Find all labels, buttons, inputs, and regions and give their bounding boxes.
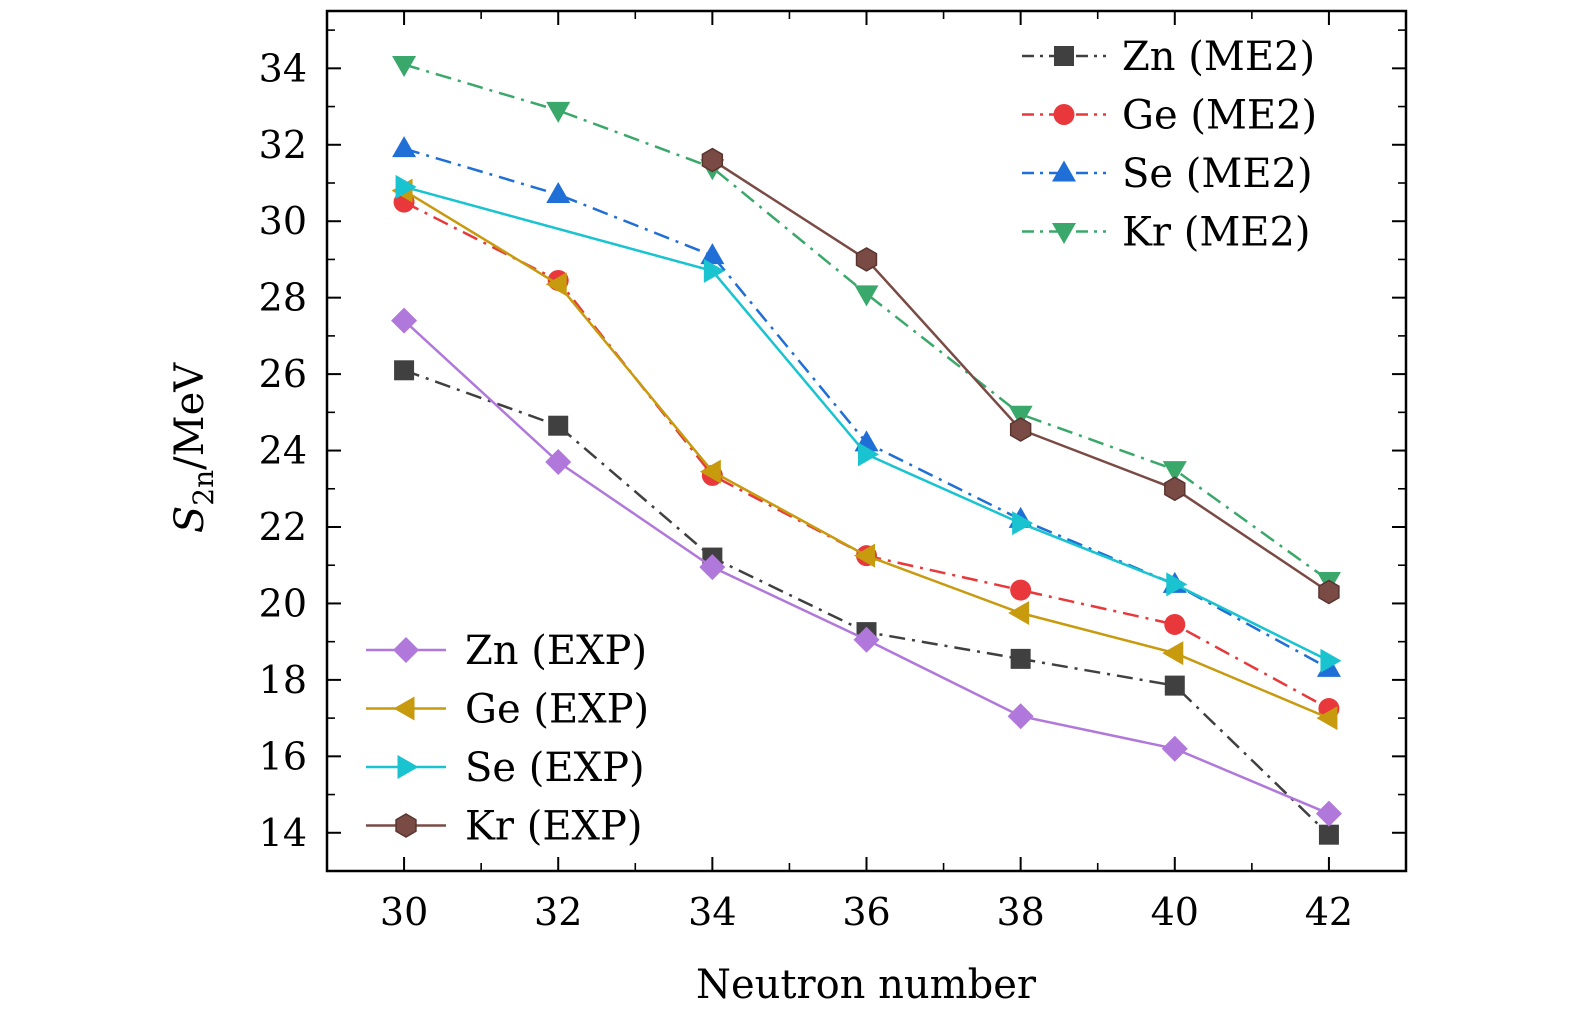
- legend-bottom-left: Zn (EXP) Ge (EXP) Se (EXP) Kr (EXP): [366, 628, 649, 850]
- data-point-kr-me2-32: [546, 101, 571, 123]
- y-tick-label: 18: [259, 658, 307, 702]
- data-point-se-exp-34: [703, 258, 725, 283]
- data-point-zn-me2-32: [548, 415, 569, 436]
- y-tick-label: 28: [259, 276, 307, 320]
- data-point-se-exp-40: [1166, 572, 1188, 597]
- data-point-ge-exp-42: [1316, 706, 1338, 731]
- legend-entry-se-exp: Se (EXP): [366, 745, 645, 791]
- series-se-exp: [395, 174, 1342, 673]
- data-point-zn-exp-40: [1161, 735, 1188, 762]
- data-point-zn-exp-38: [1007, 703, 1034, 730]
- legend-label-ge-exp: Ge (EXP): [465, 687, 649, 733]
- y-axis-title-sub: 2n: [187, 470, 220, 506]
- data-point-kr-me2-38: [1008, 405, 1033, 427]
- legend-entry-kr-exp: Kr (EXP): [366, 804, 643, 850]
- legend-entry-kr-me2: Kr (ME2): [1022, 210, 1311, 256]
- series-line-kr-me2: [403, 63, 1330, 582]
- data-point-ge-exp-34: [699, 459, 721, 484]
- legend-label-se-exp: Se (EXP): [465, 745, 645, 791]
- legend-label-kr-me2: Kr (ME2): [1122, 210, 1311, 256]
- data-point-se-me2-30: [392, 136, 417, 158]
- y-tick-label: 24: [259, 429, 307, 473]
- data-point-se-me2-32: [546, 181, 571, 203]
- legend-entry-zn-exp: Zn (EXP): [366, 628, 647, 674]
- svg-text:S2n/MeV: S2n/MeV: [167, 362, 220, 533]
- y-tick-label: 14: [259, 811, 307, 855]
- legend-marker-ge-exp: [393, 696, 415, 721]
- y-tick-label: 22: [259, 505, 307, 549]
- data-point-ge-exp-32: [545, 272, 567, 297]
- data-point-kr-exp-34: [701, 147, 724, 173]
- data-point-kr-me2-40: [1162, 461, 1187, 483]
- series-line-se-exp: [403, 185, 1330, 662]
- data-point-kr-exp-42: [1318, 579, 1340, 605]
- x-tick-label: 42: [1305, 890, 1353, 934]
- y-tick-label: 20: [259, 581, 307, 625]
- legend-entry-se-me2: Se (ME2): [1022, 151, 1313, 197]
- legend-marker-zn-exp: [393, 637, 419, 663]
- data-point-zn-exp-42: [1315, 800, 1342, 827]
- data-point-zn-exp-34: [699, 554, 726, 581]
- y-tick-label: 26: [259, 352, 307, 396]
- data-point-se-me2-34: [700, 243, 725, 265]
- data-point-kr-me2-30: [392, 56, 417, 78]
- legend-marker-ge-me2: [1053, 104, 1075, 125]
- series-kr-exp: [701, 147, 1340, 605]
- data-point-kr-exp-38: [1009, 417, 1032, 442]
- legend-entry-zn-me2: Zn (ME2): [1022, 34, 1315, 80]
- legend-label-ge-me2: Ge (ME2): [1122, 93, 1317, 139]
- data-point-zn-me2-40: [1164, 675, 1185, 696]
- y-tick-label: 16: [259, 734, 307, 778]
- data-point-zn-exp-32: [545, 449, 572, 476]
- data-point-ge-me2-38: [1010, 579, 1032, 601]
- series-line-zn-exp: [403, 319, 1330, 815]
- data-point-se-exp-42: [1320, 648, 1342, 673]
- legend-entry-ge-me2: Ge (ME2): [1022, 93, 1317, 139]
- data-point-zn-me2-38: [1010, 648, 1031, 669]
- series-zn-exp: [391, 307, 1342, 827]
- x-tick-label: 36: [842, 890, 890, 934]
- x-axis-title: Neutron number: [696, 962, 1037, 1008]
- x-tick-label: 32: [534, 890, 582, 934]
- data-point-ge-exp-36: [854, 543, 875, 568]
- legend-label-se-me2: Se (ME2): [1122, 151, 1313, 197]
- data-point-zn-exp-30: [391, 307, 418, 334]
- axes: 30 32 34 36 38 40 42 14 16 18 20 22 24 26 28 30 32 34: [259, 9, 1408, 934]
- y-tick-label: 30: [259, 199, 307, 243]
- data-point-se-exp-30: [395, 174, 417, 199]
- legend-marker-kr-exp: [395, 813, 417, 838]
- legend-marker-kr-me2: [1052, 223, 1076, 244]
- data-point-zn-exp-36: [853, 626, 880, 653]
- data-point-ge-exp-38: [1008, 601, 1030, 625]
- data-point-ge-me2-40: [1164, 613, 1186, 635]
- legend-label-zn-exp: Zn (EXP): [465, 628, 647, 674]
- x-tick-label: 30: [380, 890, 428, 934]
- y-axis-title-unit: /MeV: [167, 362, 213, 470]
- x-tick-label: 34: [688, 890, 736, 934]
- legend-marker-zn-me2: [1054, 46, 1074, 66]
- x-tick-label: 38: [996, 890, 1044, 934]
- data-point-kr-exp-36: [855, 247, 878, 272]
- data-point-se-exp-36: [858, 442, 879, 467]
- plot-area: [391, 56, 1342, 845]
- y-tick-label: 32: [259, 123, 307, 167]
- data-point-ge-exp-40: [1162, 641, 1184, 666]
- y-axis-title: S2n/MeV: [167, 362, 220, 533]
- legends: Zn (ME2) Ge (ME2) Se (ME2) Kr (ME2) Zn (EXP)…: [366, 34, 1317, 850]
- legend-top-right: Zn (ME2) Ge (ME2) Se (ME2) Kr (ME2): [1022, 34, 1317, 256]
- legend-marker-se-exp: [397, 755, 419, 779]
- legend-label-kr-exp: Kr (EXP): [465, 804, 643, 850]
- data-point-kr-exp-40: [1164, 476, 1186, 502]
- data-point-se-exp-38: [1012, 511, 1034, 536]
- data-point-zn-me2-30: [394, 360, 415, 381]
- legend-marker-se-me2: [1052, 160, 1076, 182]
- legend-entry-ge-exp: Ge (EXP): [366, 687, 649, 733]
- y-tick-label: 34: [259, 46, 307, 90]
- data-point-zn-me2-42: [1318, 824, 1339, 845]
- y-axis-title-main: S: [167, 506, 213, 533]
- x-tick-label: 40: [1151, 890, 1199, 934]
- legend-label-zn-me2: Zn (ME2): [1122, 34, 1315, 80]
- data-point-kr-me2-36: [854, 285, 879, 307]
